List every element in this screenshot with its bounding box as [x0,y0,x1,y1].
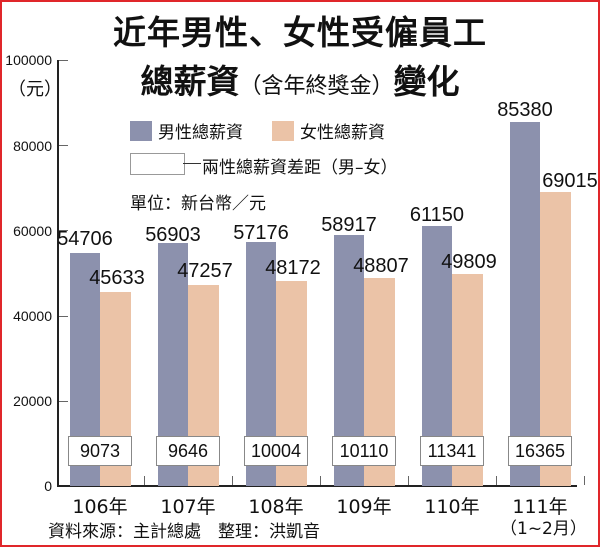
title-main: 總薪資 [140,62,240,101]
x-label-109: 109年 [336,496,392,518]
x-label-111: 111年 [512,496,568,518]
legend-diff-label: 兩性總薪資差距（男–女） [202,158,398,178]
diff-box-109: 10110 [332,436,396,466]
diff-box-111: 16365 [508,436,572,466]
unit-label: 單位：新台幣／元 [130,194,266,214]
y-tick-mark [59,401,68,402]
diff-box-107: 9646 [156,436,220,466]
y-axis-unit: （元） [8,79,62,100]
x-tick-mark [584,476,585,485]
legend-female: 女性總薪資 [272,118,385,143]
value-female-109: 48807 [353,255,409,277]
value-male-110: 61150 [409,204,465,226]
source-note: 資料來源：主計總處 整理：洪凱音 [48,522,320,542]
y-tick: 20000 [13,393,52,409]
y-tick: 40000 [13,308,52,324]
x-tick-mark [144,476,145,485]
x-label-107: 107年 [160,496,216,518]
diff-box-106: 9073 [68,436,132,466]
chart-title-line2: 總薪資（含年終獎金）變化 [0,55,600,103]
x-sublabel-111: （1~2月） [500,519,587,539]
value-female-111: 69015 [542,170,598,192]
title-end: 變化 [393,62,460,101]
value-male-111: 85380 [497,99,553,121]
bar-male-111 [510,122,540,486]
diff-leader-line [183,163,201,164]
x-label-110: 110年 [424,496,480,518]
female-swatch-icon [272,121,294,141]
x-axis [57,485,577,487]
value-female-110: 49809 [441,251,497,273]
x-label-106: 106年 [72,496,128,518]
x-label-108: 108年 [248,496,304,518]
diff-box-swatch-icon [130,153,185,175]
y-tick: 80000 [13,138,52,154]
y-tick: 0 [44,478,52,494]
diff-box-110: 11341 [420,436,484,466]
diff-box-108: 10004 [244,436,308,466]
legend-female-label: 女性總薪資 [300,123,385,143]
y-tick: 60000 [13,223,52,239]
value-female-106: 45633 [89,267,145,289]
y-tick-mark [59,316,68,317]
y-tick-mark [59,230,68,231]
value-female-108: 48172 [265,257,321,279]
title-sub: （含年終獎金） [239,74,394,99]
x-tick-mark [232,476,233,485]
value-male-108: 57176 [233,222,289,244]
value-female-107: 47257 [177,260,233,282]
y-tick-mark [59,145,68,146]
value-male-107: 56903 [145,224,201,246]
chart-title-line1: 近年男性、女性受僱員工 [113,13,487,52]
y-tick: 100000 [5,52,52,68]
male-swatch-icon [130,121,152,141]
legend-male: 男性總薪資 [130,118,243,143]
value-male-106: 54706 [57,228,113,250]
y-axis [57,60,59,487]
value-male-109: 58917 [321,214,377,236]
x-tick-mark [496,476,497,485]
x-tick-mark [320,476,321,485]
y-tick-mark [59,60,68,61]
legend-male-label: 男性總薪資 [158,123,243,143]
x-tick-mark [408,476,409,485]
